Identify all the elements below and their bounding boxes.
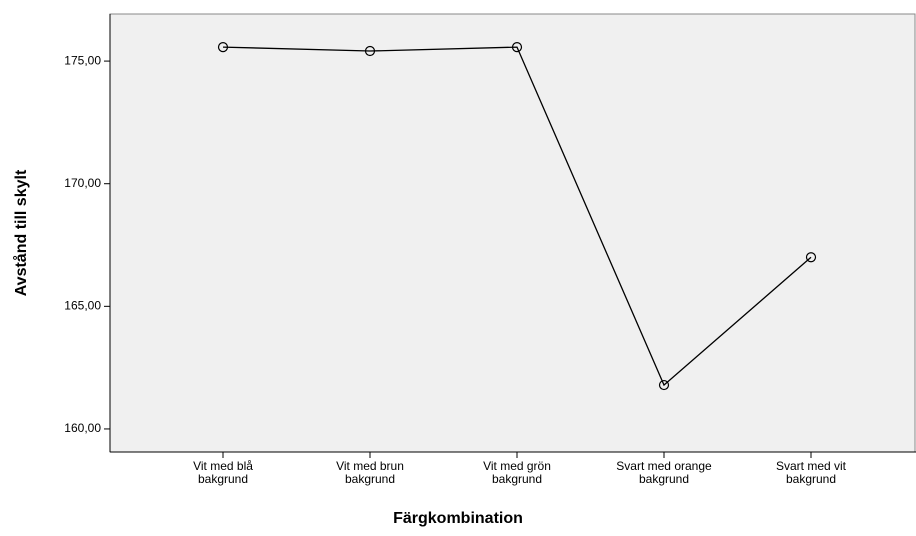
y-tick-label: 160,00 bbox=[64, 421, 101, 435]
point bbox=[658, 379, 670, 391]
point bbox=[805, 252, 817, 263]
y-tick-label: 170,00 bbox=[64, 176, 101, 190]
y-axis-title: Avstånd till skylt bbox=[12, 169, 30, 296]
y-tick-label: 165,00 bbox=[64, 298, 101, 312]
x-tick-label: Svart med vit bakgrund bbox=[775, 459, 847, 486]
x-tick-label: Vit med brun bakgrund bbox=[336, 459, 404, 486]
point bbox=[217, 42, 229, 53]
point bbox=[364, 45, 376, 57]
x-axis-title: Färgkombination bbox=[393, 510, 523, 527]
y-tick-label: 175,00 bbox=[64, 53, 101, 67]
plot-area bbox=[109, 13, 916, 453]
x-tick-label: Svart med orange bakgrund bbox=[616, 459, 712, 486]
line bbox=[222, 46, 812, 387]
point bbox=[511, 42, 523, 53]
x-tick-label: Vit med grön bakgrund bbox=[483, 459, 551, 486]
x-tick-label: Vit med blå bakgrund bbox=[193, 459, 253, 486]
